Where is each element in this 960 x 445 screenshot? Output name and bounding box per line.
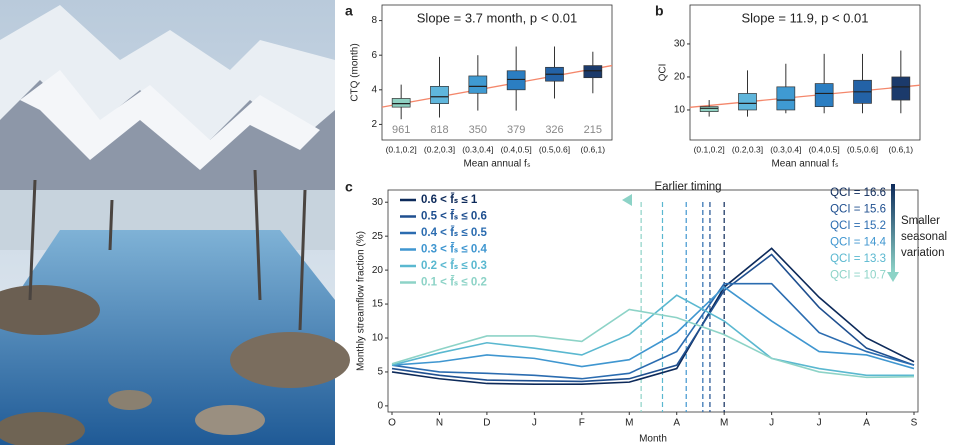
box (430, 85, 449, 105)
y-tick-label: 20 (372, 265, 384, 276)
panel-label: c (345, 179, 353, 195)
variation-arrow (891, 184, 895, 272)
series-line (391, 294, 914, 377)
x-tick-label: M (625, 418, 633, 429)
x-tick-label: (0.3,0.4] (770, 144, 801, 154)
box (738, 93, 757, 111)
y-tick-label: 8 (371, 15, 377, 26)
variation-arrowhead (887, 272, 899, 282)
trend-line (689, 84, 921, 108)
timing-arrowhead (622, 194, 632, 206)
box (506, 70, 526, 91)
annotation: Slope = 3.7 month, p < 0.01 (417, 10, 577, 25)
x-tick-label: (0.5,0.6] (847, 144, 878, 154)
series-line (391, 282, 915, 380)
qci-label: QCI = 15.6 (830, 204, 886, 216)
qci-label: QCI = 13.3 (830, 253, 886, 265)
panel-label: b (655, 3, 664, 19)
x-tick-label: S (911, 418, 918, 429)
box (814, 83, 834, 108)
box (699, 106, 719, 112)
y-tick-label: 15 (372, 299, 384, 310)
x-tick-label: (0.1,0.2] (386, 144, 417, 154)
timing-note: Earlier timing (654, 181, 721, 193)
x-tick-label: A (673, 418, 680, 429)
sample-size: 379 (507, 124, 525, 136)
y-axis-label: Monthly streamflow fraction (%) (356, 231, 367, 371)
x-tick-label: A (863, 418, 870, 429)
y-tick-label: 10 (372, 333, 384, 344)
x-tick-label: (0.5,0.6] (539, 144, 570, 154)
sample-size: 818 (430, 124, 448, 136)
box (583, 65, 603, 79)
legend-label: 0.1 < f̄ₛ ≤ 0.2 (421, 276, 487, 289)
y-tick-label: 5 (377, 367, 383, 378)
legend-label: 0.6 < f̄ₛ ≤ 1 (421, 193, 478, 206)
x-tick-label: (0.4,0.5] (501, 144, 532, 154)
y-axis-label: CTQ (month) (350, 43, 361, 101)
x-tick-label: D (483, 418, 490, 429)
sample-size: 326 (545, 124, 563, 136)
box (776, 86, 796, 111)
plot-frame (381, 4, 613, 141)
x-axis-label: Month (639, 434, 667, 445)
x-tick-label: (0.1,0.2] (694, 144, 725, 154)
x-tick-label: (0.3,0.4] (462, 144, 493, 154)
x-tick-label: J (817, 418, 822, 429)
side-note: Smaller (901, 215, 940, 227)
legend-label: 0.5 < f̄ₛ ≤ 0.6 (421, 210, 487, 223)
side-note: seasonal (901, 231, 947, 243)
y-tick-label: 2 (371, 119, 377, 130)
x-tick-label: F (579, 418, 585, 429)
x-axis-label: Mean annual fₛ (463, 159, 530, 170)
x-tick-label: (0.2,0.3] (424, 144, 455, 154)
qci-label: QCI = 10.7 (830, 270, 886, 282)
y-tick-label: 4 (371, 84, 377, 95)
x-tick-label: J (532, 418, 537, 429)
y-tick-label: 10 (674, 105, 686, 116)
y-tick-label: 20 (674, 72, 686, 83)
x-tick-label: (0.6,1) (581, 144, 606, 154)
legend-label: 0.4 < f̄ₛ ≤ 0.5 (421, 226, 488, 239)
legend-label: 0.2 < f̄ₛ ≤ 0.3 (421, 259, 487, 272)
side-note: variation (901, 247, 944, 259)
x-tick-label: M (720, 418, 728, 429)
sample-size: 215 (584, 124, 602, 136)
x-tick-label: (0.4,0.5] (809, 144, 840, 154)
panel-label: a (345, 3, 353, 19)
qci-label: QCI = 16.6 (830, 187, 886, 199)
plot-frame (387, 189, 919, 413)
qci-label: QCI = 14.4 (830, 237, 887, 249)
photo (0, 0, 350, 445)
x-tick-label: N (436, 418, 443, 429)
x-axis-label: Mean annual fₛ (771, 159, 838, 170)
x-tick-label: (0.6,1) (889, 144, 914, 154)
y-tick-label: 30 (674, 39, 686, 50)
series-line (391, 286, 915, 370)
trend-line (381, 64, 613, 108)
sample-size: 350 (469, 124, 487, 136)
box (891, 76, 911, 101)
annotation: Slope = 11.9, p < 0.01 (742, 10, 869, 25)
series-line (391, 253, 915, 383)
x-tick-label: O (388, 418, 396, 429)
y-tick-label: 6 (371, 50, 377, 61)
series-line (391, 247, 915, 385)
sample-size: 961 (392, 124, 410, 136)
box (391, 98, 411, 108)
box (468, 75, 488, 94)
y-tick-label: 25 (372, 231, 384, 242)
qci-label: QCI = 15.2 (830, 220, 886, 232)
x-tick-label: J (769, 418, 774, 429)
plot-frame (689, 4, 921, 141)
series-line (391, 308, 915, 379)
y-tick-label: 30 (372, 197, 384, 208)
x-tick-label: (0.2,0.3] (732, 144, 763, 154)
legend-label: 0.3 < f̄ₛ ≤ 0.4 (421, 243, 488, 256)
y-axis-label: QCI (658, 64, 669, 82)
y-tick-label: 0 (377, 401, 383, 412)
